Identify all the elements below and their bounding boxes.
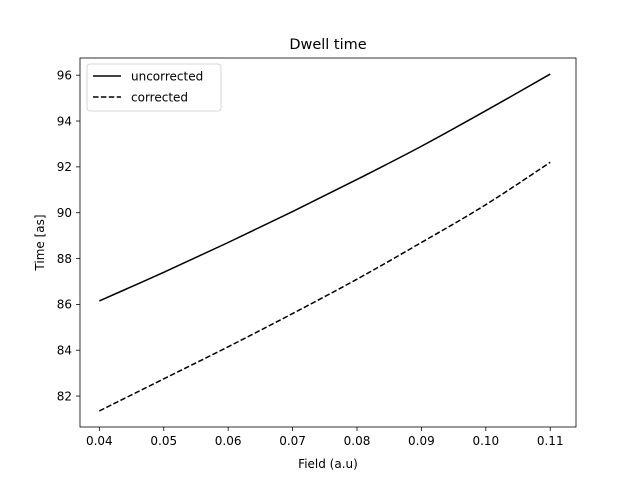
series-line-uncorrected <box>99 73 551 302</box>
x-tick-label: 0.08 <box>344 434 371 448</box>
x-tick-label: 0.07 <box>279 434 306 448</box>
x-tick-label: 0.10 <box>472 434 499 448</box>
x-tick-label: 0.11 <box>537 434 564 448</box>
y-tick-label: 84 <box>57 344 72 358</box>
y-tick-label: 94 <box>57 114 72 128</box>
y-tick-label: 92 <box>57 160 72 174</box>
x-tick-label: 0.05 <box>150 434 177 448</box>
y-tick-label: 96 <box>57 68 72 82</box>
axes-frame <box>79 57 577 428</box>
chart-title: Dwell time <box>289 37 366 53</box>
y-tick-label: 82 <box>57 389 72 403</box>
legend: uncorrected corrected <box>86 63 222 112</box>
x-axis-label: Field (a.u) <box>298 457 358 471</box>
series-layer <box>98 73 551 412</box>
y-axis-label: Time [as] <box>33 214 47 271</box>
x-tick-label: 0.04 <box>86 434 113 448</box>
x-tick-label: 0.09 <box>408 434 435 448</box>
series-line-corrected <box>98 161 551 412</box>
y-tick-label: 86 <box>57 298 72 312</box>
plot-area: 0.04 0.05 0.06 0.07 0.08 0.09 0.10 0.11 8284868… <box>57 57 577 448</box>
y-tick-label: 90 <box>57 206 72 220</box>
legend-label-uncorrected: uncorrected <box>131 70 203 84</box>
y-axis-ticks: 82 84 86 88 90 92 94 96 <box>57 68 80 403</box>
legend-label-corrected: corrected <box>131 91 188 105</box>
y-tick-label: 88 <box>57 252 72 266</box>
x-axis-ticks: 0.04 0.05 0.06 0.07 0.08 0.09 0.10 0.11 <box>86 427 564 448</box>
x-tick-label: 0.06 <box>215 434 242 448</box>
